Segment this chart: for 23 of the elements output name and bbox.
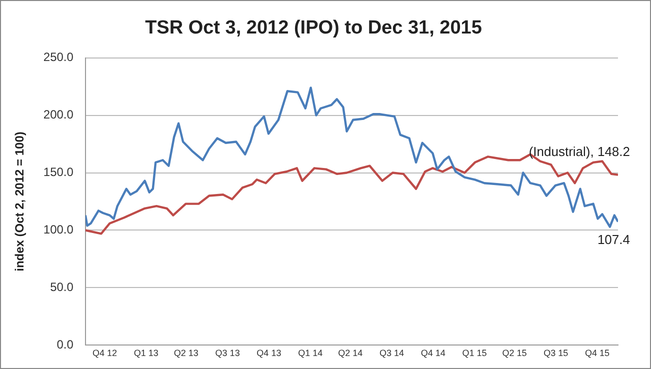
x-tick-label: Q3 14 xyxy=(379,348,404,358)
x-tick-label: Q2 13 xyxy=(174,348,198,358)
annotation: (Industrial), 148.2 xyxy=(528,144,630,159)
x-tick-label: Q1 14 xyxy=(298,348,323,358)
chart-title: TSR Oct 3, 2012 (IPO) to Dec 31, 2015 xyxy=(145,18,482,39)
y-tick-label: 0.0 xyxy=(56,338,74,352)
x-tick-label: Q2 15 xyxy=(502,348,527,358)
y-tick-label: 50.0 xyxy=(50,280,74,294)
annotation: 107.4 xyxy=(597,232,630,247)
x-tick-label: Q1 13 xyxy=(134,348,158,358)
x-tick-label: Q4 14 xyxy=(420,348,446,358)
x-tick-label: Q2 14 xyxy=(338,348,363,358)
x-tick-label: Q3 15 xyxy=(544,348,568,358)
x-tick-label: Q3 13 xyxy=(215,348,240,358)
x-tick-label: Q4 12 xyxy=(92,348,118,358)
x-tick-label: Q4 15 xyxy=(585,348,610,358)
y-tick-label: 100.0 xyxy=(43,222,74,237)
x-tick-label: Q1 15 xyxy=(462,348,487,358)
y-tick-label: 250.0 xyxy=(43,50,74,64)
y-axis-title: index (Oct 2, 2012 = 100) xyxy=(12,132,27,272)
x-tick-label: Q4 13 xyxy=(256,348,282,358)
y-tick-label: 200.0 xyxy=(43,108,74,122)
y-tick-label: 150.0 xyxy=(43,165,74,180)
